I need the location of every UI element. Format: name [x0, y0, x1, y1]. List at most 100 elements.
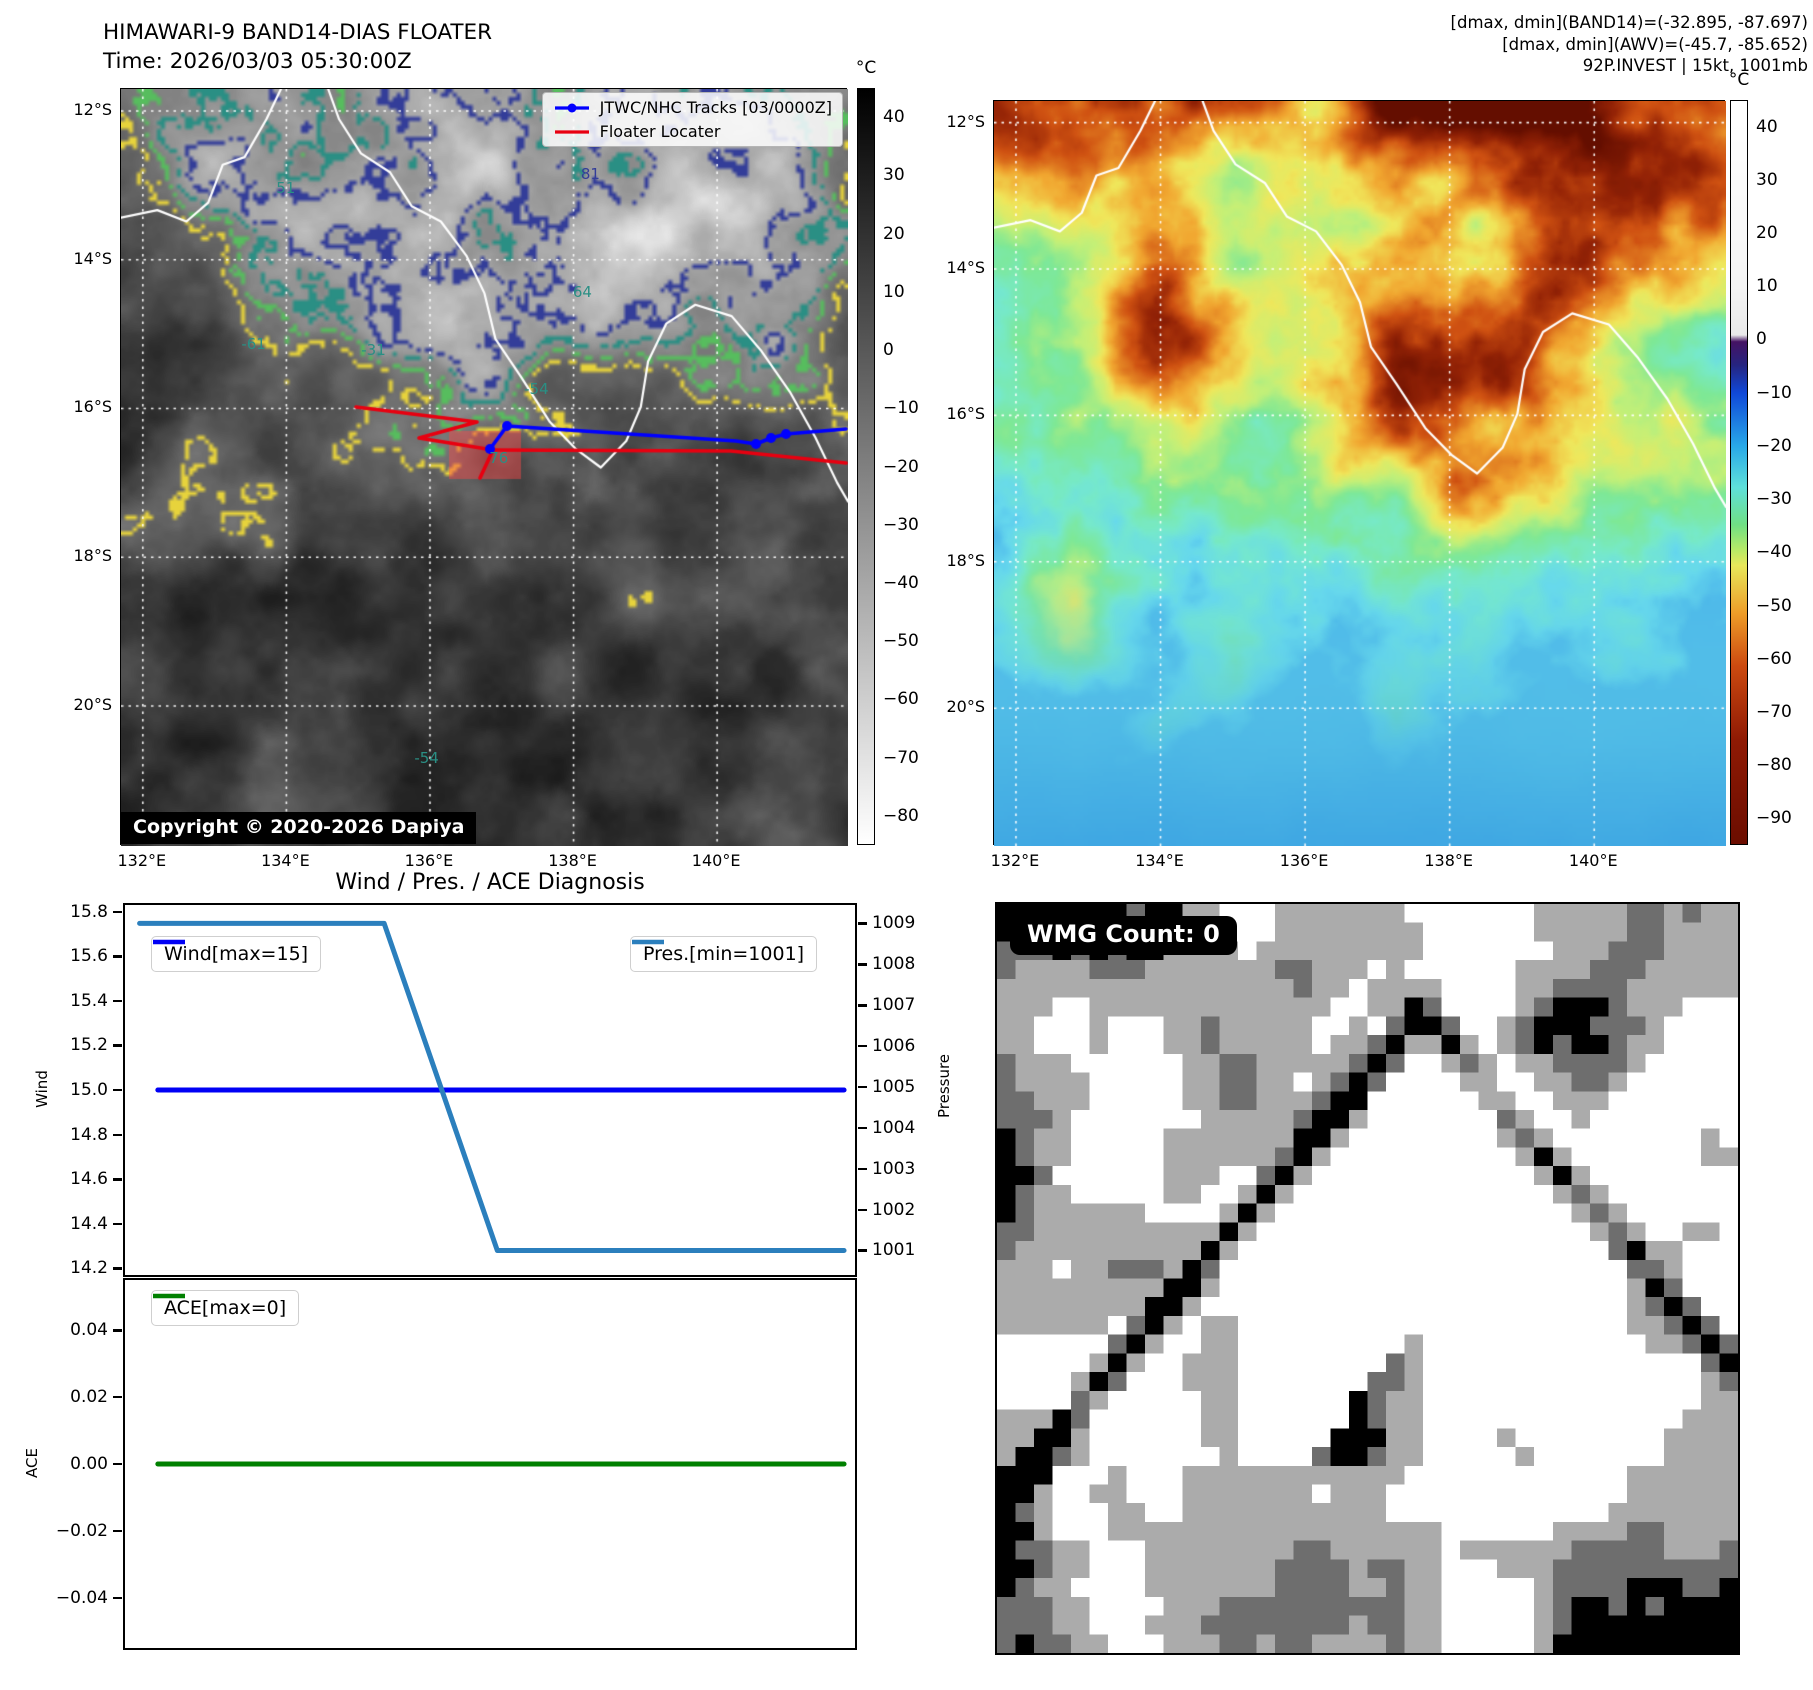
wind-tick-mark — [113, 910, 122, 914]
pressure-tick-mark — [858, 1004, 867, 1007]
annotation-band14-range: [dmax, dmin](BAND14)=(-32.895, -87.697) — [1450, 13, 1808, 32]
contour-label: 51 — [276, 179, 296, 198]
right-colorbar-tick: −50 — [1756, 595, 1792, 616]
wind-pressure-panel: Wind[max=15] Pres.[min=1001] — [123, 903, 857, 1277]
wind-tick-mark — [113, 1133, 122, 1136]
left-map-lon-tick: 140°E — [691, 851, 741, 870]
right-map-lon-tick: 134°E — [1135, 851, 1184, 870]
right-map-lon-tick: 136°E — [1279, 851, 1329, 870]
pressure-tick-label: 1005 — [872, 1076, 916, 1097]
annotation-storm-status: 92P.INVEST | 15kt, 1001mb — [1582, 56, 1808, 75]
pressure-tick-label: 1006 — [872, 1036, 916, 1057]
left-colorbar-tick: −30 — [883, 514, 919, 535]
right-map-lon-tick: 132°E — [990, 851, 1040, 870]
right-colorbar-tick: −90 — [1756, 808, 1792, 829]
left-colorbar — [857, 88, 875, 845]
ace-tick-label: 0.02 — [70, 1387, 108, 1408]
left-colorbar-tick: 20 — [883, 223, 905, 244]
right-panel-annotations: [dmax, dmin](BAND14)=(-32.895, -87.697) … — [1451, 12, 1808, 77]
contour-label: -61 — [241, 335, 266, 354]
legend-label: ACE[max=0] — [164, 1297, 287, 1319]
left-map-lat-tick: 20°S — [73, 694, 112, 714]
wind-tick-label: 14.2 — [70, 1258, 108, 1279]
right-colorbar-tick: −80 — [1756, 755, 1792, 776]
ace-tick-mark — [113, 1596, 122, 1600]
left-map-lon-tick: 136°E — [404, 851, 454, 870]
ace-tick-label: −0.04 — [55, 1587, 108, 1608]
pressure-tick-mark — [858, 1085, 867, 1089]
left-colorbar-tick: −70 — [883, 747, 919, 768]
pressure-tick-mark — [858, 1249, 867, 1252]
wind-tick-mark — [113, 999, 122, 1003]
left-colorbar-tick: −20 — [883, 456, 919, 477]
wind-tick-mark — [113, 1267, 122, 1270]
right-map-lat-tick: 14°S — [946, 257, 985, 277]
right-colorbar-tick: 0 — [1756, 329, 1767, 350]
left-colorbar-tick: −80 — [883, 805, 919, 826]
legend-label: Wind[max=15] — [164, 943, 309, 965]
left-map-lon-tick: 132°E — [117, 851, 167, 870]
wind-tick-mark — [113, 1222, 122, 1226]
left-panel-title-line2: Time: 2026/03/03 05:30:00Z — [103, 49, 412, 74]
ace-tick-label: −0.02 — [55, 1520, 108, 1541]
pressure-tick-label: 1009 — [872, 913, 916, 934]
left-colorbar-unit: °C — [855, 58, 877, 78]
contour-label: -31 — [361, 341, 386, 360]
right-colorbar-tick: −60 — [1756, 648, 1792, 669]
right-map-lat-tick: 16°S — [946, 404, 985, 424]
left-map-lat-tick: 14°S — [73, 248, 112, 268]
pressure-tick-label: 1004 — [872, 1117, 916, 1138]
wind-tick-label: 14.6 — [70, 1169, 108, 1190]
wind-tick-mark — [113, 1044, 122, 1047]
right-colorbar-tick: −70 — [1756, 701, 1792, 722]
contour-label: 76 — [489, 448, 509, 467]
wmg-count-badge: WMG Count: 0 — [1010, 916, 1237, 955]
map-legend-label: Floater Locater — [599, 122, 721, 141]
pressure-tick-mark — [858, 1126, 867, 1130]
right-map — [993, 100, 1726, 846]
pressure-tick-label: 1001 — [872, 1240, 916, 1261]
legend-line-swatch-icon — [153, 1293, 185, 1299]
left-map-legend: JTWC/NHC Tracks [03/0000Z] Floater Locate… — [541, 92, 843, 147]
right-map-lon-tick: 140°E — [1568, 851, 1618, 870]
left-colorbar-tick: −40 — [883, 572, 919, 593]
copyright-badge: Copyright © 2020-2026 Dapiya — [121, 812, 477, 844]
right-colorbar-tick: −40 — [1756, 542, 1792, 563]
pressure-tick-mark — [858, 1208, 867, 1211]
right-map-lat-tick: 20°S — [946, 697, 985, 717]
right-colorbar-tick: 20 — [1756, 223, 1778, 244]
pressure-tick-mark — [858, 1045, 867, 1048]
pressure-tick-mark — [858, 922, 867, 925]
right-colorbar-tick: 30 — [1756, 169, 1778, 190]
right-colorbar-unit: °C — [1728, 70, 1750, 90]
left-map-lat-tick: 12°S — [73, 99, 112, 119]
right-map-lon-tick: 138°E — [1424, 851, 1473, 870]
pressure-tick-label: 1003 — [872, 1158, 916, 1179]
left-map-lon-tick: 134°E — [261, 851, 310, 870]
wind-pressure-plot — [137, 920, 847, 1253]
contour-label: 81 — [580, 164, 600, 183]
left-map: JTWC/NHC Tracks [03/0000Z] Floater Locate… — [120, 88, 848, 846]
left-colorbar-tick: 10 — [883, 281, 905, 302]
right-map-lat-tick: 12°S — [946, 111, 985, 131]
wind-tick-label: 15.8 — [70, 901, 108, 922]
pressure-tick-label: 1002 — [872, 1199, 916, 1220]
wind-legend: Wind[max=15] — [151, 936, 322, 972]
annotation-awv-range: [dmax, dmin](AWV)=(-45.7, -85.652) — [1502, 34, 1808, 54]
pressure-axis-label: Pressure — [935, 1053, 953, 1119]
wind-tick-label: 14.4 — [70, 1213, 108, 1234]
wmg-panel: WMG Count: 0 — [995, 902, 1740, 1655]
left-map-lat-tick: 16°S — [73, 397, 112, 417]
wind-tick-mark — [113, 955, 122, 958]
ace-panel: ACE[max=0] — [123, 1278, 857, 1650]
left-colorbar-tick: −50 — [883, 631, 919, 652]
pressure-tick-label: 1008 — [872, 954, 916, 975]
left-panel-title-line1: HIMAWARI-9 BAND14-DIAS FLOATER — [103, 20, 493, 45]
legend-line-swatch-icon — [153, 939, 185, 945]
right-colorbar-tick: 40 — [1756, 116, 1778, 137]
left-colorbar-tick: 0 — [883, 340, 894, 361]
left-colorbar-tick: −10 — [883, 398, 919, 419]
wind-tick-label: 15.2 — [70, 1035, 108, 1056]
map-legend-item: Floater Locater — [553, 122, 832, 141]
